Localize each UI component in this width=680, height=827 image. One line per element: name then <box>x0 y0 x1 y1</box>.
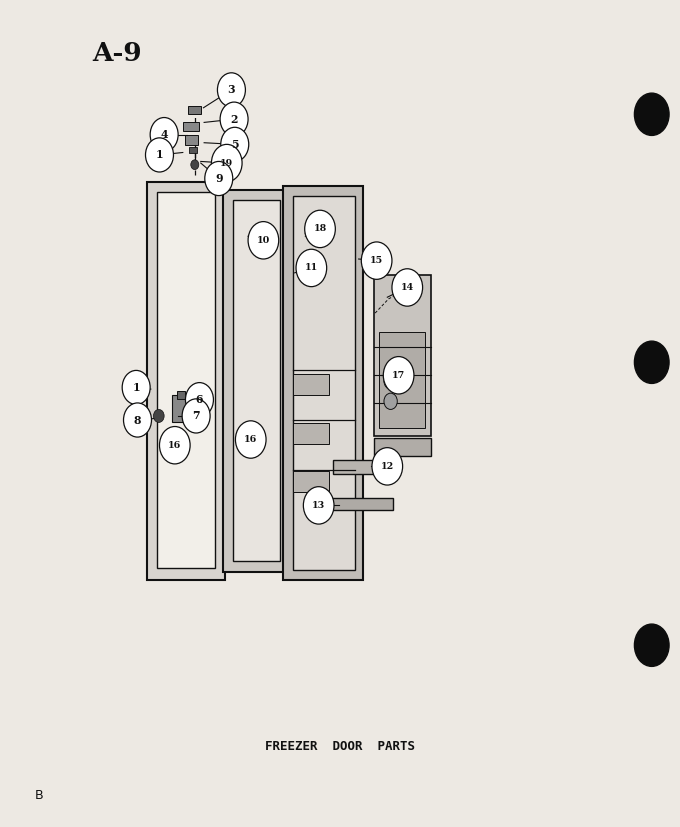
Text: A-9: A-9 <box>92 41 142 66</box>
Circle shape <box>211 145 242 182</box>
Circle shape <box>320 499 327 509</box>
Circle shape <box>392 269 422 306</box>
Circle shape <box>220 102 248 136</box>
Bar <box>157 193 216 568</box>
Circle shape <box>160 427 190 464</box>
Circle shape <box>146 138 173 172</box>
Circle shape <box>384 356 414 394</box>
Bar <box>188 106 201 114</box>
Circle shape <box>218 73 245 107</box>
Text: 3: 3 <box>228 84 235 95</box>
Text: 13: 13 <box>312 501 325 510</box>
Text: 4: 4 <box>160 129 168 140</box>
Bar <box>374 275 430 437</box>
Circle shape <box>248 222 279 259</box>
Circle shape <box>205 161 233 196</box>
Text: 5: 5 <box>231 139 239 150</box>
Bar <box>292 423 329 444</box>
Circle shape <box>154 409 164 423</box>
Circle shape <box>303 486 334 524</box>
Text: 6: 6 <box>196 394 203 405</box>
Text: B: B <box>35 789 44 802</box>
Bar <box>292 374 329 394</box>
Bar <box>183 122 199 131</box>
Circle shape <box>384 373 397 390</box>
Bar <box>374 437 430 456</box>
Bar <box>333 460 398 475</box>
Text: 7: 7 <box>192 410 200 422</box>
Circle shape <box>221 127 249 161</box>
Circle shape <box>191 160 199 170</box>
Circle shape <box>235 421 266 458</box>
Text: 1: 1 <box>133 382 140 393</box>
Bar <box>177 390 186 399</box>
Text: 2: 2 <box>231 113 238 125</box>
Circle shape <box>186 383 214 417</box>
Text: 12: 12 <box>381 461 394 471</box>
Bar <box>190 147 197 153</box>
Text: 8: 8 <box>134 414 141 426</box>
Bar <box>284 186 363 581</box>
Bar <box>185 136 198 146</box>
Circle shape <box>634 624 669 667</box>
Circle shape <box>384 393 397 409</box>
Text: 15: 15 <box>370 256 384 265</box>
Text: 1: 1 <box>156 150 163 160</box>
Text: FREEZER  DOOR  PARTS: FREEZER DOOR PARTS <box>265 740 415 753</box>
Bar <box>147 182 226 581</box>
Circle shape <box>124 403 152 437</box>
Circle shape <box>296 249 326 287</box>
Text: 19: 19 <box>220 159 233 168</box>
Bar <box>292 196 355 570</box>
Text: 18: 18 <box>313 224 326 233</box>
Bar <box>379 332 425 428</box>
Text: 9: 9 <box>215 173 222 184</box>
Text: 11: 11 <box>305 264 318 272</box>
Circle shape <box>305 210 335 247</box>
Circle shape <box>361 242 392 280</box>
Text: 16: 16 <box>168 441 182 450</box>
Text: 10: 10 <box>257 236 270 245</box>
Bar <box>292 471 329 492</box>
Bar <box>233 200 280 562</box>
Circle shape <box>122 370 150 404</box>
Text: 16: 16 <box>244 435 257 444</box>
Circle shape <box>182 399 210 433</box>
Circle shape <box>634 341 669 384</box>
Bar <box>172 394 187 422</box>
Circle shape <box>372 447 403 485</box>
Bar <box>224 190 290 572</box>
Circle shape <box>634 93 669 136</box>
Text: 17: 17 <box>392 370 405 380</box>
Circle shape <box>150 117 178 151</box>
Bar <box>316 498 392 510</box>
Text: 14: 14 <box>401 283 414 292</box>
